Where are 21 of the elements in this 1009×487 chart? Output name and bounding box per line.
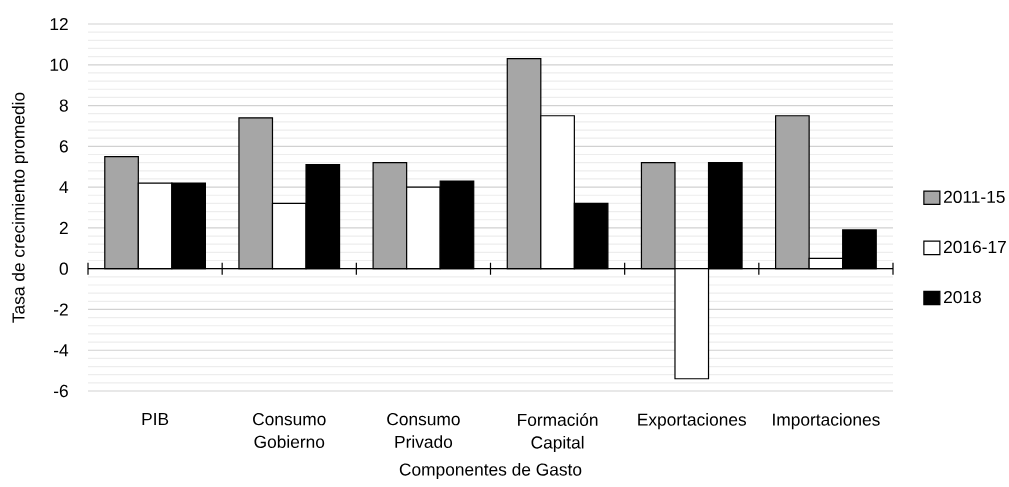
x-tick-label: Consumo Privado xyxy=(387,413,460,448)
legend-label: 2018 xyxy=(944,290,981,304)
y-tick-label: 4 xyxy=(59,181,69,194)
y-tick-label: 8 xyxy=(59,99,68,112)
x-axis-title: Componentes de Gasto xyxy=(399,462,582,480)
y-tick-label: 6 xyxy=(59,140,68,153)
y-tick-label: 0 xyxy=(59,262,68,275)
legend-label: 2011-15 xyxy=(944,190,1005,203)
x-tick-label: PIB xyxy=(142,413,169,425)
x-tick-label: Exportaciones xyxy=(638,413,747,430)
x-tick-label: Formación Capital xyxy=(518,413,598,453)
y-tick-label: -6 xyxy=(53,384,68,398)
legend-label: 2016-17 xyxy=(944,240,1006,254)
y-tick-label: -2 xyxy=(53,303,68,316)
x-tick-label: Importaciones xyxy=(773,413,880,430)
y-tick-label: 10 xyxy=(50,58,68,71)
x-tick-label: Consumo Gobierno xyxy=(253,413,326,448)
y-tick-label: -4 xyxy=(53,344,69,357)
y-tick-label: 12 xyxy=(50,17,68,31)
y-tick-label: 2 xyxy=(59,221,68,234)
y-axis-title: Tasa de crecimiento promedio xyxy=(11,92,29,323)
